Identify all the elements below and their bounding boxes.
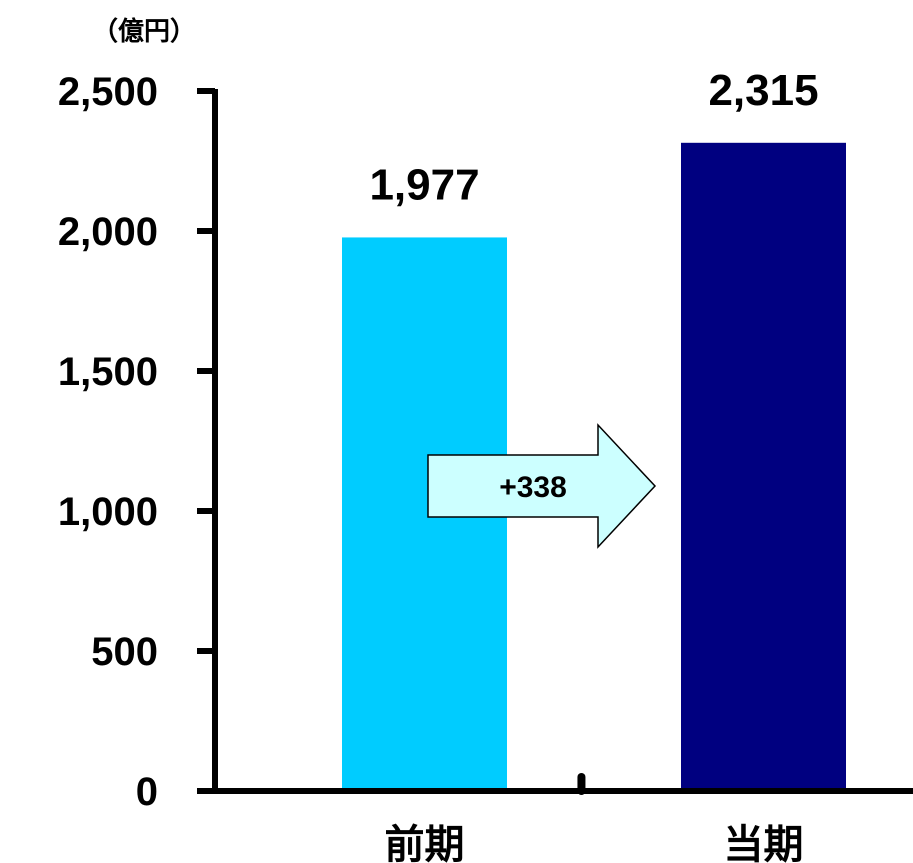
- y-tick-label-1: 500: [91, 630, 158, 674]
- y-tick-label-4: 2,000: [58, 210, 158, 254]
- category-label-1: 前期: [385, 822, 465, 863]
- category-label-2: 当期: [724, 822, 804, 863]
- bar-2: [681, 142, 846, 792]
- difference-arrow: [427, 423, 657, 549]
- y-tick-label-2: 1,000: [58, 490, 158, 534]
- plot-area: 1,977 2,315: [342, 66, 846, 792]
- data-label-2: 2,315: [708, 66, 818, 115]
- axes: 前期 当期 0 500 1,000 1,500 2,000 2,500: [58, 70, 913, 863]
- difference-annotation: +338: [427, 423, 657, 549]
- y-tick-label-5: 2,500: [58, 70, 158, 114]
- y-tick-label-0: 0: [136, 770, 158, 814]
- y-tick-label-3: 1,500: [58, 350, 158, 394]
- data-label-1: 1,977: [369, 160, 479, 209]
- difference-label: +338: [499, 471, 567, 504]
- unit-label: （億円）: [92, 17, 196, 47]
